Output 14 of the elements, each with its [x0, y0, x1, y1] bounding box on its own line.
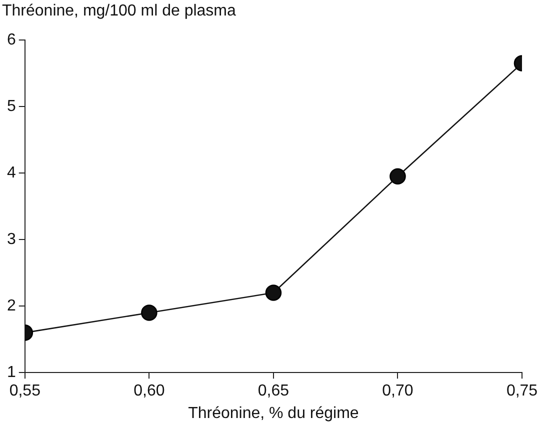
x-tick-label: 0,60	[134, 382, 165, 400]
x-tick-label: 0,55	[9, 382, 41, 400]
x-tick-label: 0,65	[258, 382, 290, 400]
y-tick-label: 4	[6, 164, 16, 182]
point	[265, 284, 282, 301]
x-tick-label: 0,75	[506, 382, 538, 400]
y-tick-label: 5	[6, 98, 16, 115]
y-tick-label: 3	[6, 230, 16, 248]
x-tick-label: 0,70	[382, 382, 414, 400]
y-tick-label: 1	[6, 364, 16, 382]
y-tick-label: 6	[6, 31, 16, 48]
y-tick-label: 2	[6, 297, 16, 314]
y-axis-title: Thréonine, mg/100 ml de plasma	[2, 2, 236, 20]
x-axis-title: Thréonine, % du régime	[188, 404, 359, 422]
